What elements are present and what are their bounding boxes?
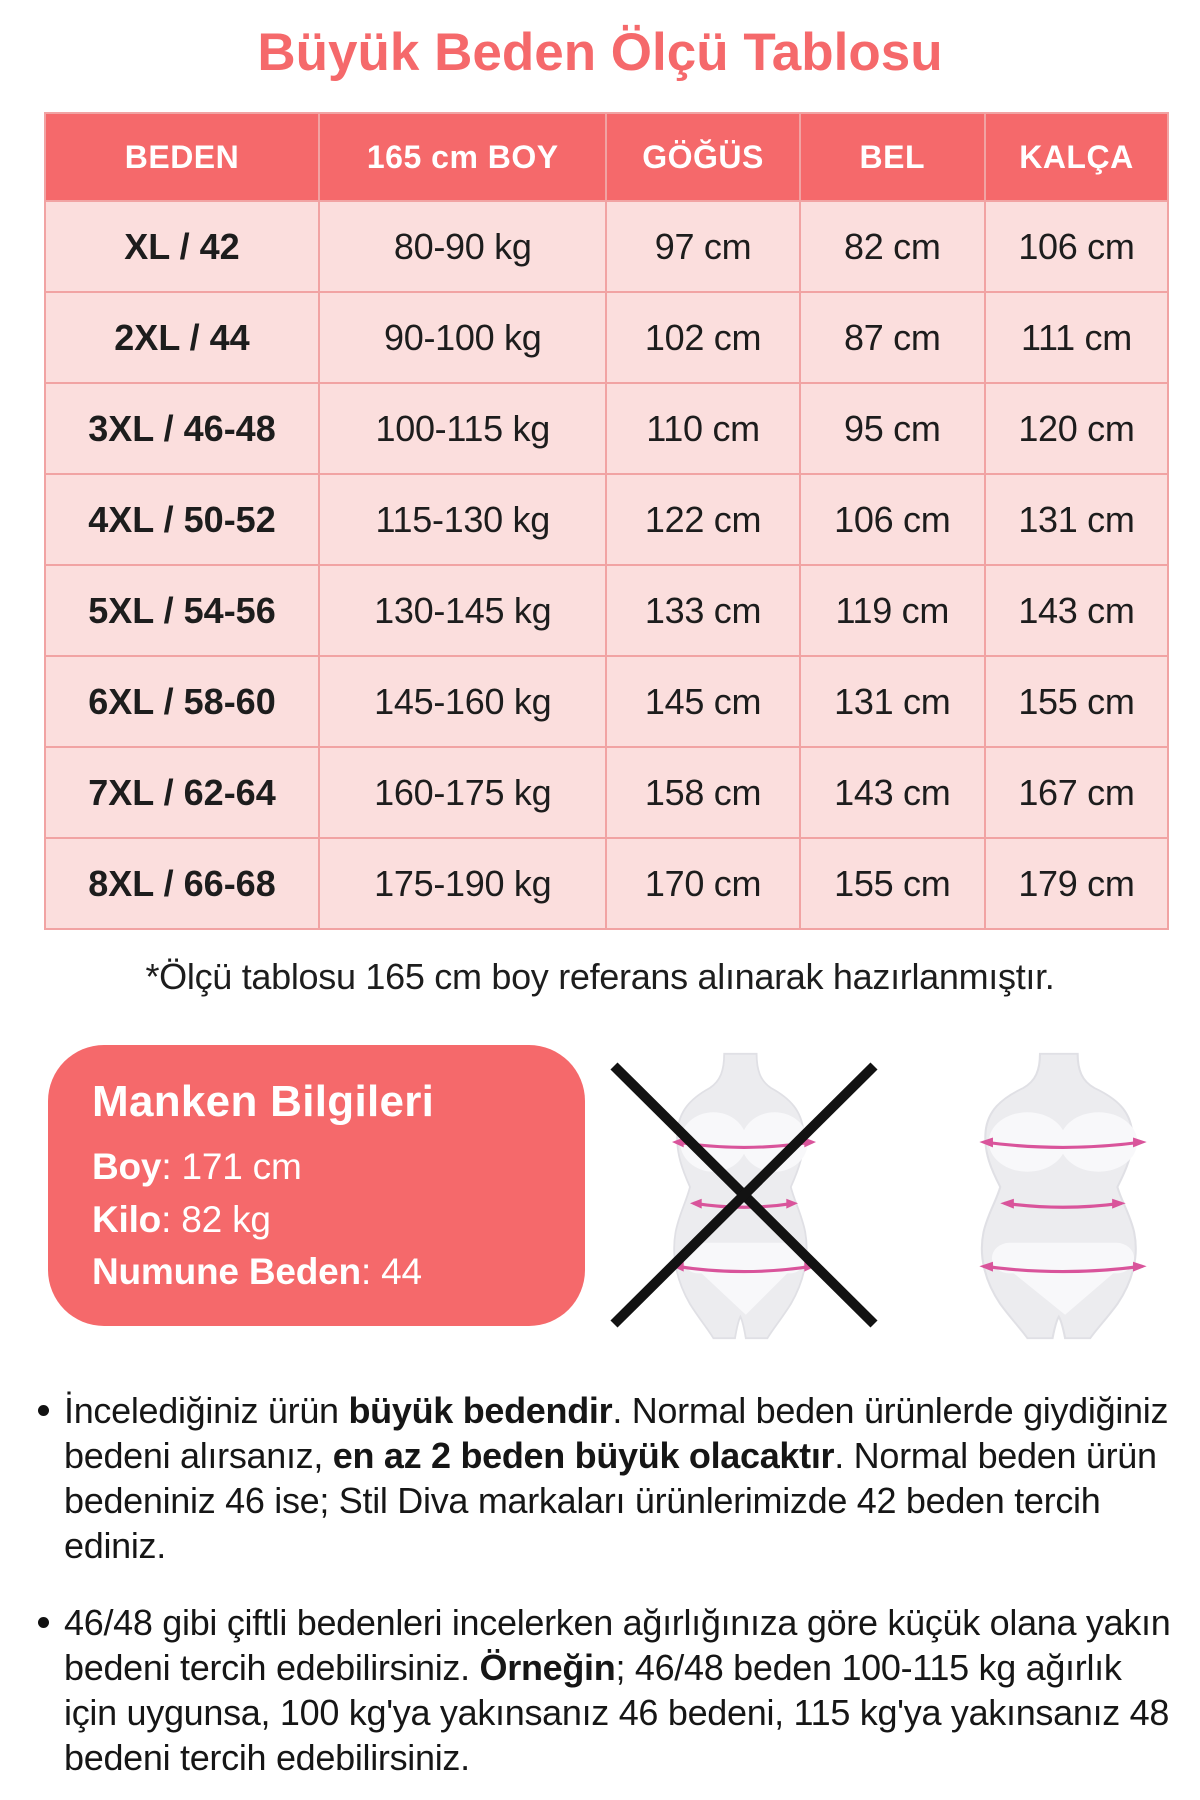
column-header-bel: BEL bbox=[798, 112, 986, 202]
note-text: . Normal beden ürün bedeniniz 46 ise; St… bbox=[64, 1435, 1157, 1566]
note-plus-size: İncelediğiniz ürün büyük bedendir. Norma… bbox=[36, 1388, 1182, 1568]
cell-size: 7XL / 62-64 bbox=[44, 746, 320, 839]
note-text: . Normal beden ürünlerde giydiğiniz bede… bbox=[64, 1390, 1169, 1476]
cell-size: 3XL / 46-48 bbox=[44, 382, 320, 475]
cell-chest: 133 cm bbox=[605, 564, 801, 657]
cell-hip: 111 cm bbox=[983, 291, 1170, 384]
table-row: 4XL / 50-52 115-130 kg 122 cm 106 cm 131… bbox=[44, 473, 1170, 566]
table-row: 2XL / 44 90-100 kg 102 cm 87 cm 111 cm bbox=[44, 291, 1170, 384]
cell-waist: 82 cm bbox=[798, 200, 986, 293]
model-sample-size-line: Numune Beden: 44 bbox=[92, 1246, 565, 1299]
cell-hip: 106 cm bbox=[983, 200, 1170, 293]
cell-waist: 131 cm bbox=[798, 655, 986, 748]
model-info-title: Manken Bilgileri bbox=[92, 1077, 435, 1126]
size-table: BEDEN 165 cm BOY GÖĞÜS BEL KALÇA XL / 42… bbox=[44, 112, 1170, 930]
cell-size: 8XL / 66-68 bbox=[44, 837, 320, 930]
cell-hip: 167 cm bbox=[983, 746, 1170, 839]
cell-chest: 97 cm bbox=[605, 200, 801, 293]
cell-hip: 131 cm bbox=[983, 473, 1170, 566]
cell-size: XL / 42 bbox=[44, 200, 320, 293]
cell-size: 5XL / 54-56 bbox=[44, 564, 320, 657]
cell-size: 2XL / 44 bbox=[44, 291, 320, 384]
model-sample-size-label: Numune Beden bbox=[92, 1251, 361, 1293]
cell-size: 4XL / 50-52 bbox=[44, 473, 320, 566]
correct-measurement-figure bbox=[948, 1048, 1178, 1340]
cell-waist: 119 cm bbox=[798, 564, 986, 657]
cell-chest: 102 cm bbox=[605, 291, 801, 384]
cell-waist: 95 cm bbox=[798, 382, 986, 475]
table-row: 3XL / 46-48 100-115 kg 110 cm 95 cm 120 … bbox=[44, 382, 1170, 475]
cell-weight: 175-190 kg bbox=[317, 837, 608, 930]
cell-weight: 160-175 kg bbox=[317, 746, 608, 839]
note-text: İncelediğiniz ürün bbox=[64, 1390, 349, 1431]
cell-hip: 143 cm bbox=[983, 564, 1170, 657]
plus-size-body-figure bbox=[977, 1052, 1149, 1340]
model-sample-size-value: : 44 bbox=[360, 1251, 422, 1293]
column-header-beden: BEDEN bbox=[44, 112, 320, 202]
cell-weight: 80-90 kg bbox=[317, 200, 608, 293]
table-row: 8XL / 66-68 175-190 kg 170 cm 155 cm 179… bbox=[44, 837, 1170, 930]
cell-waist: 155 cm bbox=[798, 837, 986, 930]
note-text: ; 46/48 beden 100-115 kg ağırlık için uy… bbox=[64, 1647, 1170, 1778]
size-table-header-row: BEDEN 165 cm BOY GÖĞÜS BEL KALÇA bbox=[44, 112, 1170, 202]
column-header-boy: 165 cm BOY bbox=[317, 112, 608, 202]
cell-waist: 87 cm bbox=[798, 291, 986, 384]
cell-weight: 100-115 kg bbox=[317, 382, 608, 475]
note-text: 46/48 gibi çiftli bedenleri incelerken a… bbox=[64, 1602, 1171, 1688]
model-weight-line: Kilo: 82 kg bbox=[92, 1194, 565, 1247]
cell-chest: 158 cm bbox=[605, 746, 801, 839]
note-text-bold: büyük bedendir bbox=[348, 1390, 613, 1431]
incorrect-measurement-figure bbox=[598, 1048, 890, 1340]
cell-weight: 90-100 kg bbox=[317, 291, 608, 384]
cell-hip: 155 cm bbox=[983, 655, 1170, 748]
cell-hip: 179 cm bbox=[983, 837, 1170, 930]
model-height-value: : 171 cm bbox=[161, 1146, 302, 1187]
table-row: 5XL / 54-56 130-145 kg 133 cm 119 cm 143… bbox=[44, 564, 1170, 657]
cell-size: 6XL / 58-60 bbox=[44, 655, 320, 748]
table-row: XL / 42 80-90 kg 97 cm 82 cm 106 cm bbox=[44, 200, 1170, 293]
cell-weight: 130-145 kg bbox=[317, 564, 608, 657]
cell-waist: 106 cm bbox=[798, 473, 986, 566]
column-header-gogus: GÖĞÜS bbox=[605, 112, 801, 202]
model-weight-label: Kilo bbox=[92, 1198, 162, 1240]
model-info-card: Manken Bilgileri Boy: 171 cm Kilo: 82 kg… bbox=[48, 1045, 585, 1326]
cell-chest: 145 cm bbox=[605, 655, 801, 748]
page-title: Büyük Beden Ölçü Tablosu bbox=[257, 23, 943, 82]
note-double-sizes: 46/48 gibi çiftli bedenleri incelerken a… bbox=[36, 1600, 1182, 1780]
size-table-footnote: *Ölçü tablosu 165 cm boy referans alınar… bbox=[145, 956, 1055, 997]
x-mark-icon bbox=[610, 1062, 878, 1328]
cell-waist: 143 cm bbox=[798, 746, 986, 839]
cell-weight: 115-130 kg bbox=[317, 473, 608, 566]
column-header-kalca: KALÇA bbox=[983, 112, 1170, 202]
model-height-label: Boy bbox=[92, 1146, 162, 1187]
cell-weight: 145-160 kg bbox=[317, 655, 608, 748]
cell-chest: 122 cm bbox=[605, 473, 801, 566]
note-text-bold: en az 2 beden büyük olacaktır bbox=[332, 1435, 835, 1476]
model-height-line: Boy: 171 cm bbox=[92, 1141, 565, 1194]
cell-chest: 170 cm bbox=[605, 837, 801, 930]
info-notes: İncelediğiniz ürün büyük bedendir. Norma… bbox=[36, 1388, 1182, 1780]
cell-hip: 120 cm bbox=[983, 382, 1170, 475]
table-row: 7XL / 62-64 160-175 kg 158 cm 143 cm 167… bbox=[44, 746, 1170, 839]
note-text-bold: Örneğin bbox=[479, 1647, 616, 1688]
model-weight-value: : 82 kg bbox=[161, 1198, 271, 1240]
cell-chest: 110 cm bbox=[605, 382, 801, 475]
table-row: 6XL / 58-60 145-160 kg 145 cm 131 cm 155… bbox=[44, 655, 1170, 748]
